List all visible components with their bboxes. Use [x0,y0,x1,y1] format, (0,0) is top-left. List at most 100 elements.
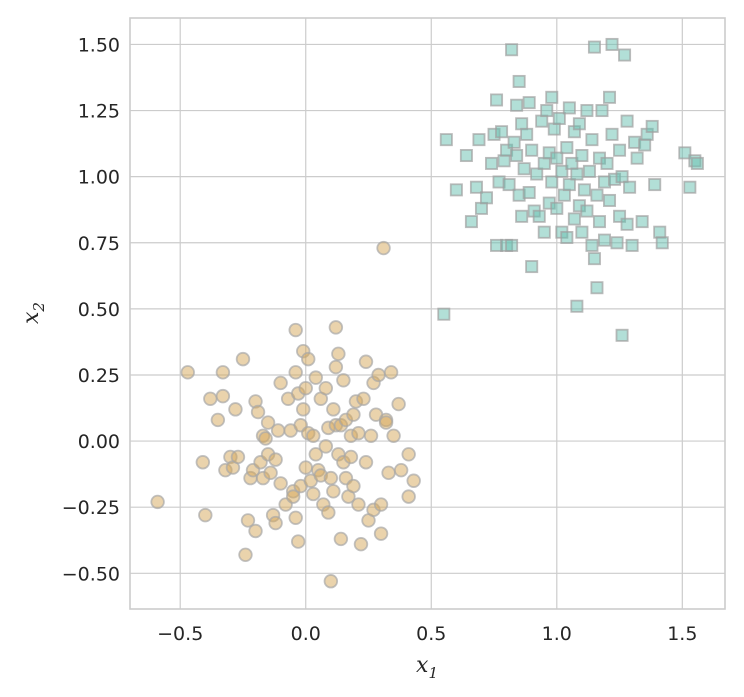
y-tick-label: 0.25 [78,365,120,387]
data-point [537,156,551,170]
data-point [296,402,311,417]
data-point [401,447,416,462]
data-point [635,215,649,229]
data-point [248,523,263,539]
y-tick-label: −0.25 [62,497,120,519]
data-point [210,412,226,428]
data-point [580,104,594,118]
data-point [386,428,401,443]
data-point [150,494,165,510]
series-circle [150,240,421,589]
data-point [301,351,316,367]
y-tick-label: 0.50 [78,299,120,321]
data-point [510,149,524,163]
data-point [615,170,629,184]
data-point [603,193,617,207]
data-point [449,183,463,197]
data-point [326,402,341,417]
data-point [595,104,609,118]
data-point [273,375,288,391]
data-point [291,534,306,549]
data-point [472,133,486,147]
data-point [326,484,341,499]
data-point [545,175,559,189]
data-point [306,428,321,443]
data-point [512,74,526,88]
data-point [351,497,366,512]
data-point [270,423,286,438]
data-point [383,365,399,380]
data-point [653,225,667,239]
data-point [570,299,584,313]
data-point [532,209,546,223]
data-point [240,513,256,528]
data-point [552,111,566,125]
data-point [610,236,624,250]
data-point [545,90,559,104]
plot-area [130,18,725,609]
data-point [485,156,499,170]
grid-lines [130,18,725,609]
data-point [587,252,601,266]
y-tick-label: 0.00 [78,431,120,453]
data-point [562,101,576,115]
y-tick-label: −0.50 [62,563,120,585]
data-point [638,138,652,152]
data-point [550,201,564,215]
plot-frame [129,17,726,610]
data-point [351,425,366,441]
data-point [605,37,619,51]
data-point [363,428,379,443]
data-point [258,431,273,446]
data-point [376,240,391,256]
data-point [469,180,483,194]
data-point [587,40,601,54]
data-point [585,133,599,147]
data-point [510,98,524,112]
data-point [495,125,509,139]
data-point [515,117,529,131]
data-point [308,370,323,385]
data-point [238,547,253,562]
data-point [502,178,516,192]
data-point [328,359,344,375]
data-point [615,328,629,342]
x-tick-label: 0.0 [291,623,321,645]
data-point [585,238,599,252]
data-point [285,489,301,504]
data-point [406,473,421,488]
data-point [215,365,231,380]
data-point [474,201,488,215]
y-axis-label-main: x [19,311,44,324]
x-axis-label-main: x [416,653,429,678]
x-axis-label-sub: 1 [428,664,438,682]
data-point [605,127,619,141]
data-point [288,510,303,525]
data-point [353,537,369,552]
data-point [517,162,531,176]
data-point [391,396,406,412]
data-point [550,151,564,165]
data-point [490,93,504,107]
data-point [562,178,576,192]
data-point [263,465,278,481]
data-point [323,470,339,486]
data-point [230,449,246,465]
x-tick-label: 0.5 [416,623,446,645]
data-point [497,154,511,168]
data-point [525,143,539,157]
data-point [343,449,359,465]
data-point [560,141,574,155]
y-axis-label-sub: 2 [30,302,48,313]
data-point [288,322,303,338]
data-point [336,373,351,388]
x-tick-labels: −0.5 0.0 0.5 1.0 1.5 [157,623,697,645]
data-point [260,415,276,430]
data-point [198,507,213,523]
x-tick-label: 1.5 [667,623,697,645]
data-point [618,48,632,62]
data-point [557,188,571,202]
data-point [525,260,539,274]
data-point [678,146,692,160]
